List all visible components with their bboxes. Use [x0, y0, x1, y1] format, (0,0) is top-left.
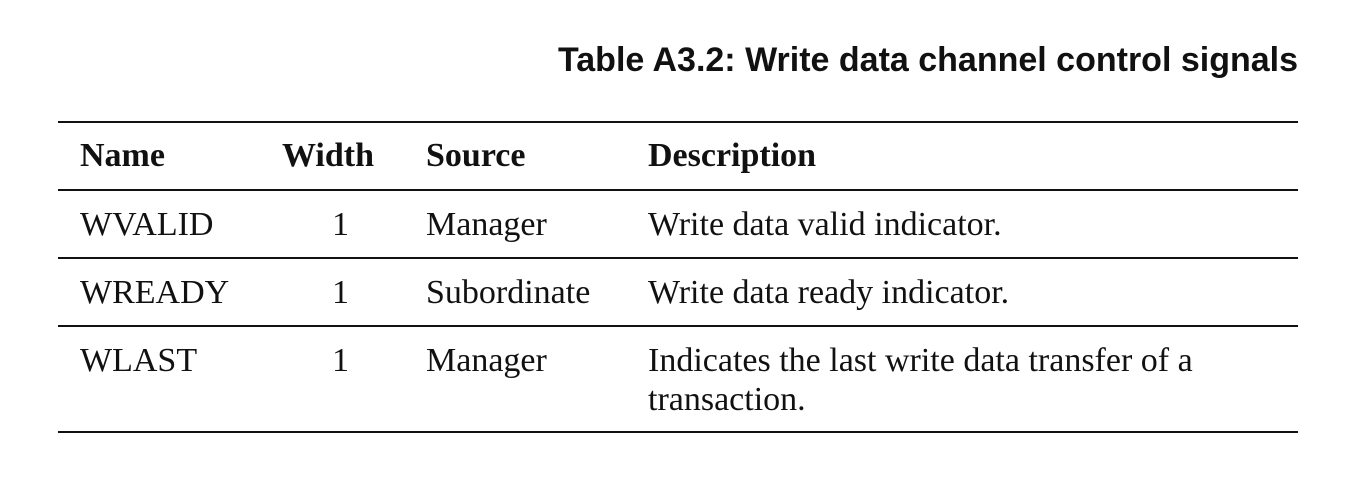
header-width: Width	[282, 137, 374, 174]
cell-source: Manager	[426, 206, 547, 243]
cell-name: WLAST	[80, 342, 198, 379]
cell-width: 1	[332, 274, 349, 311]
signal-table: Name Width Source Description WVALID 1 M…	[58, 121, 1298, 433]
header-name: Name	[80, 137, 165, 174]
table-row: WVALID 1 Manager Write data valid indica…	[58, 190, 1298, 258]
description-text: Write data valid indicator.	[648, 206, 1002, 243]
cell-width: 1	[332, 206, 349, 243]
description-text: Write data ready indicator.	[648, 274, 1010, 311]
cell-source: Manager	[426, 342, 547, 379]
cell-name: WVALID	[80, 206, 214, 243]
header-source: Source	[426, 137, 526, 174]
cell-width: 1	[332, 342, 349, 379]
cell-name: WREADY	[80, 274, 230, 311]
cell-description: Indicates the last write data transfer o…	[648, 326, 1298, 432]
cell-source: Subordinate	[426, 274, 591, 311]
table-row: WREADY 1 Subordinate Write data ready in…	[58, 258, 1298, 326]
table-caption: Table A3.2: Write data channel control s…	[558, 41, 1298, 79]
cell-description: Write data valid indicator.	[648, 190, 1298, 258]
table-header-row: Name Width Source Description	[58, 122, 1298, 190]
description-text: Indicates the last write data transfer o…	[648, 342, 1193, 418]
header-description: Description	[648, 137, 817, 174]
cell-description: Write data ready indicator.	[648, 258, 1298, 326]
table-row: WLAST 1 Manager Indicates the last write…	[58, 326, 1298, 432]
